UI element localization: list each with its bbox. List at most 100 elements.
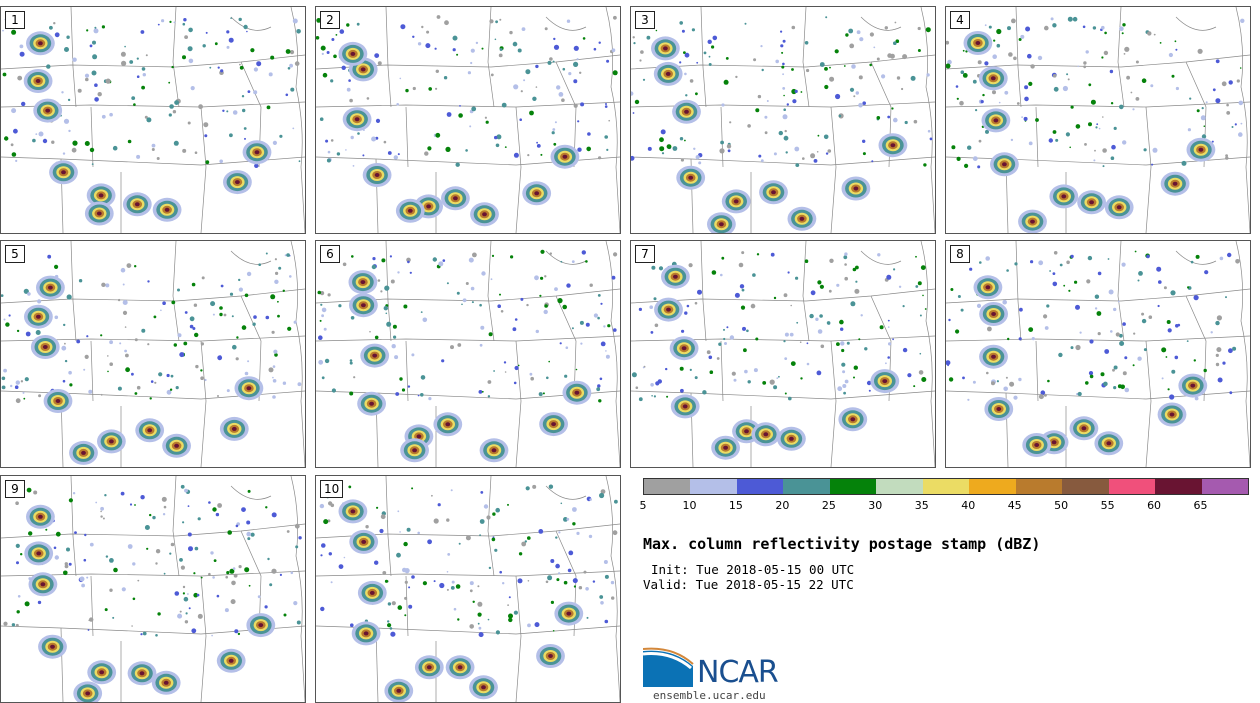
echo-cell bbox=[695, 155, 700, 160]
echo-cell bbox=[577, 120, 580, 123]
echo-cell bbox=[19, 44, 24, 49]
echo-cell bbox=[492, 512, 496, 516]
echo-cell bbox=[287, 326, 292, 331]
echo-cell bbox=[136, 75, 140, 78]
echo-cell bbox=[580, 342, 583, 345]
echo-cell bbox=[173, 343, 177, 347]
echo-cell bbox=[1088, 371, 1094, 376]
echo-cell bbox=[744, 369, 748, 374]
echo-cell bbox=[708, 63, 712, 66]
echo-cell bbox=[397, 153, 400, 156]
echo-cell bbox=[268, 72, 273, 77]
echo-cell bbox=[843, 65, 846, 67]
echo-cell bbox=[666, 395, 669, 398]
storm-cell bbox=[235, 180, 240, 185]
ensemble-url: ensemble.ucar.edu bbox=[653, 689, 766, 702]
state-boundary bbox=[920, 7, 935, 233]
echo-cell bbox=[17, 595, 21, 598]
echo-cell bbox=[783, 94, 785, 97]
echo-cell bbox=[250, 532, 255, 537]
echo-cell bbox=[585, 322, 590, 327]
echo-cell bbox=[182, 55, 186, 60]
echo-cell bbox=[755, 337, 759, 341]
echo-cell bbox=[1215, 59, 1220, 64]
echo-cell bbox=[451, 580, 455, 584]
echo-cell bbox=[319, 117, 324, 121]
echo-cell bbox=[422, 317, 428, 323]
echo-cell bbox=[377, 279, 381, 282]
echo-cell bbox=[566, 19, 571, 23]
echo-cell bbox=[964, 163, 969, 168]
echo-cell bbox=[565, 346, 569, 349]
echo-cell bbox=[1031, 337, 1035, 341]
echo-cell bbox=[877, 253, 881, 257]
echo-cell bbox=[179, 558, 183, 562]
echo-cell bbox=[948, 377, 954, 382]
echo-cell bbox=[1117, 300, 1120, 303]
colorbar-segment bbox=[876, 479, 923, 494]
echo-cell bbox=[1181, 160, 1187, 166]
echo-cell bbox=[265, 252, 268, 255]
echo-cell bbox=[417, 42, 422, 46]
state-boundary bbox=[290, 476, 305, 702]
storm-cell bbox=[991, 312, 996, 316]
echo-cell bbox=[469, 589, 473, 593]
colorbar-tick-label: 5 bbox=[639, 499, 647, 512]
echo-cell bbox=[223, 313, 227, 317]
echo-cell bbox=[318, 335, 323, 340]
echo-cell bbox=[198, 104, 204, 110]
echo-cell bbox=[169, 552, 172, 555]
state-boundary bbox=[700, 7, 707, 108]
echo-cell bbox=[345, 149, 347, 151]
echo-cell bbox=[1102, 165, 1105, 168]
storm-cell bbox=[361, 303, 366, 308]
echo-cell bbox=[681, 29, 685, 33]
echo-cell bbox=[563, 580, 568, 585]
state-boundary bbox=[405, 106, 409, 168]
echo-cell bbox=[523, 79, 526, 82]
echo-cell bbox=[219, 312, 223, 317]
echo-cell bbox=[295, 545, 299, 549]
echo-cell bbox=[885, 362, 887, 365]
echo-cell bbox=[124, 45, 126, 48]
echo-cell bbox=[556, 85, 561, 90]
echo-cell bbox=[853, 376, 855, 379]
echo-cell bbox=[320, 606, 325, 612]
echo-cell bbox=[686, 304, 690, 308]
echo-cell bbox=[241, 325, 247, 330]
echo-cell bbox=[1115, 332, 1120, 337]
echo-cell bbox=[792, 99, 797, 104]
echo-cell bbox=[433, 518, 439, 524]
echo-cell bbox=[201, 276, 205, 280]
echo-cell bbox=[879, 325, 884, 330]
echo-cell bbox=[1138, 271, 1143, 276]
echo-cell bbox=[424, 151, 429, 156]
state-boundary bbox=[172, 476, 180, 577]
echo-cell bbox=[350, 316, 355, 320]
echo-cell bbox=[171, 300, 176, 305]
echo-cell bbox=[783, 293, 788, 298]
echo-cell bbox=[119, 342, 122, 345]
echo-cell bbox=[150, 380, 154, 383]
echo-cell bbox=[1083, 65, 1087, 69]
echo-cell bbox=[1103, 381, 1108, 387]
echo-cell bbox=[548, 360, 550, 363]
echo-cell bbox=[826, 321, 831, 325]
echo-cell bbox=[887, 356, 890, 359]
echo-cell bbox=[545, 580, 549, 584]
echo-cell bbox=[1005, 376, 1008, 379]
echo-cell bbox=[573, 79, 578, 84]
echo-cell bbox=[1187, 128, 1191, 132]
echo-cell bbox=[579, 71, 582, 75]
echo-cell bbox=[405, 88, 409, 93]
echo-cell bbox=[179, 352, 185, 358]
echo-cell bbox=[1047, 379, 1050, 383]
echo-cell bbox=[1135, 60, 1139, 64]
echo-cell bbox=[163, 505, 167, 509]
echo-cell bbox=[35, 330, 41, 335]
storm-cell bbox=[482, 212, 487, 217]
echo-cell bbox=[530, 376, 534, 381]
state-boundary bbox=[70, 476, 77, 577]
echo-cell bbox=[494, 548, 498, 552]
echo-cell bbox=[607, 324, 611, 328]
